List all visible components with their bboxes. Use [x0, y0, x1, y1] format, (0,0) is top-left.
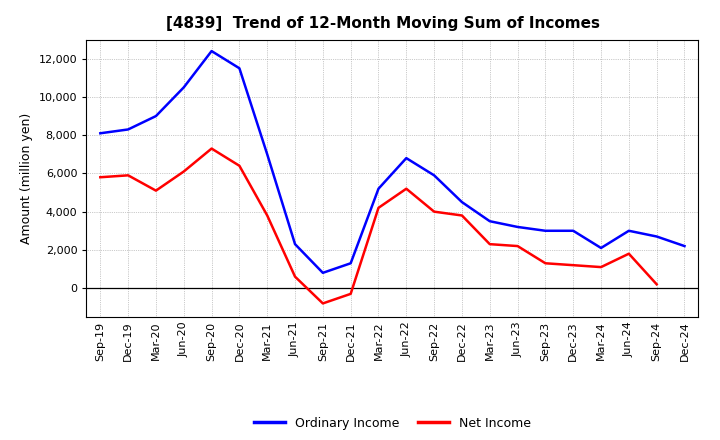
Ordinary Income: [179, 85, 188, 90]
Net Income: [430, 209, 438, 214]
Net Income: [624, 251, 633, 257]
Net Income: [152, 188, 161, 193]
Ordinary Income: [569, 228, 577, 233]
Net Income: [263, 213, 271, 218]
Net Income: [179, 169, 188, 174]
Ordinary Income: [652, 234, 661, 239]
Net Income: [374, 205, 383, 210]
Ordinary Income: [430, 172, 438, 178]
Net Income: [513, 243, 522, 249]
Ordinary Income: [235, 66, 243, 71]
Net Income: [207, 146, 216, 151]
Y-axis label: Amount (million yen): Amount (million yen): [20, 113, 33, 244]
Net Income: [485, 242, 494, 247]
Net Income: [291, 274, 300, 279]
Ordinary Income: [263, 152, 271, 157]
Net Income: [402, 186, 410, 191]
Legend: Ordinary Income, Net Income: Ordinary Income, Net Income: [248, 412, 536, 435]
Ordinary Income: [374, 186, 383, 191]
Ordinary Income: [597, 246, 606, 251]
Ordinary Income: [152, 114, 161, 119]
Ordinary Income: [402, 155, 410, 161]
Ordinary Income: [458, 199, 467, 205]
Ordinary Income: [318, 270, 327, 275]
Net Income: [458, 213, 467, 218]
Net Income: [569, 263, 577, 268]
Line: Ordinary Income: Ordinary Income: [100, 51, 685, 273]
Ordinary Income: [513, 224, 522, 230]
Net Income: [541, 260, 550, 266]
Ordinary Income: [541, 228, 550, 233]
Ordinary Income: [291, 242, 300, 247]
Ordinary Income: [680, 243, 689, 249]
Ordinary Income: [207, 48, 216, 54]
Ordinary Income: [485, 219, 494, 224]
Text: [4839]  Trend of 12-Month Moving Sum of Incomes: [4839] Trend of 12-Month Moving Sum of I…: [166, 16, 600, 32]
Ordinary Income: [624, 228, 633, 233]
Net Income: [318, 301, 327, 306]
Ordinary Income: [346, 260, 355, 266]
Net Income: [597, 264, 606, 270]
Net Income: [96, 175, 104, 180]
Net Income: [346, 291, 355, 297]
Line: Net Income: Net Income: [100, 149, 657, 304]
Ordinary Income: [96, 131, 104, 136]
Net Income: [124, 172, 132, 178]
Net Income: [652, 282, 661, 287]
Ordinary Income: [124, 127, 132, 132]
Net Income: [235, 163, 243, 169]
